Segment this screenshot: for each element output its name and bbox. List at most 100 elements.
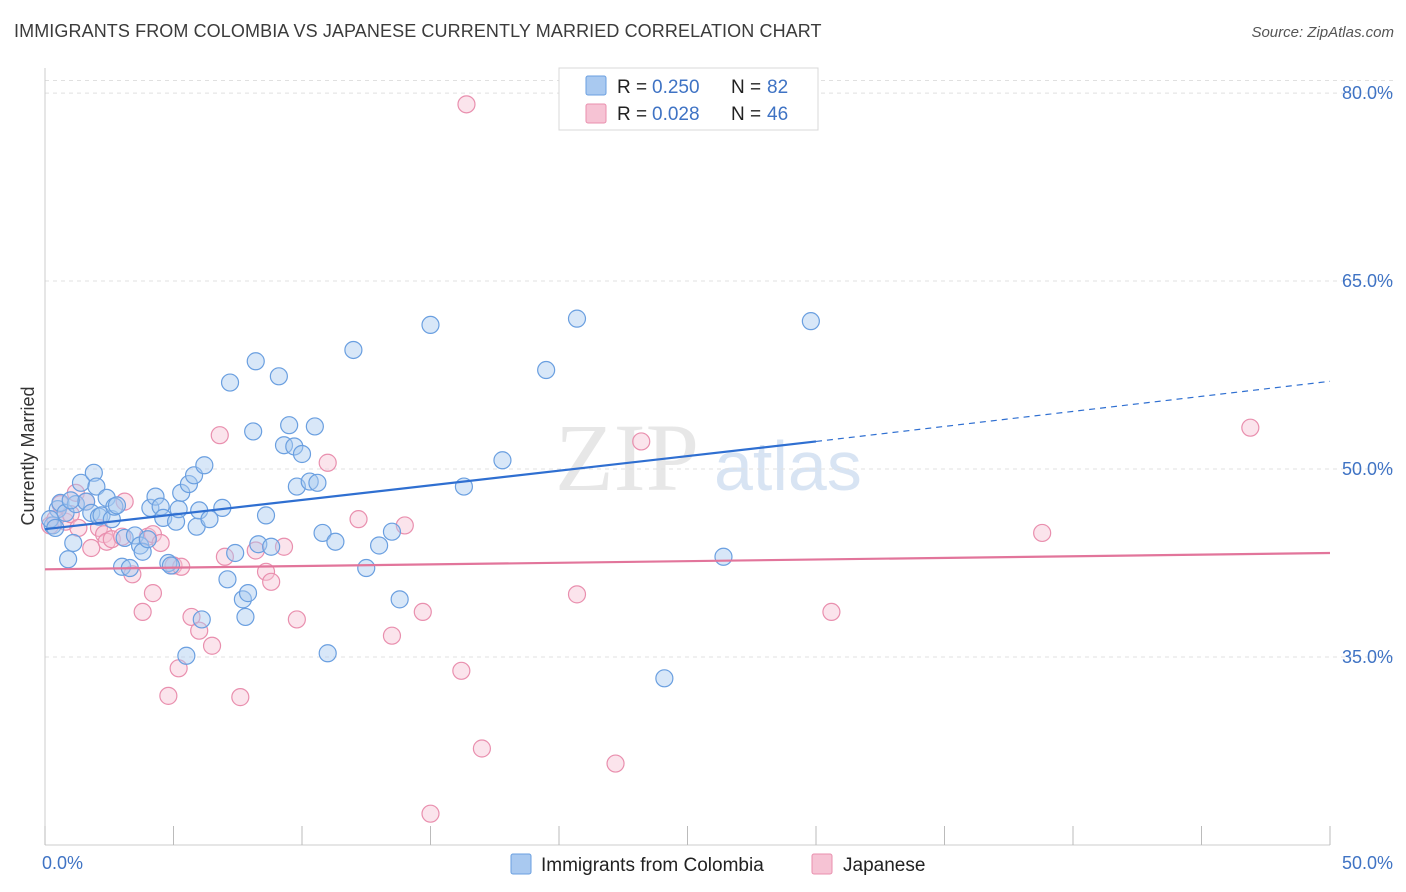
data-point-colombia <box>313 523 332 543</box>
legend-n-value-1: 82 <box>767 77 788 98</box>
data-point-colombia <box>370 536 389 555</box>
legend-n-value-2: 46 <box>767 104 788 125</box>
series-colombia <box>41 309 820 688</box>
trend-lines <box>44 380 1331 571</box>
gridlines <box>45 80 1393 658</box>
bottom-legend-label-colombia: Immigrants from Colombia <box>541 855 764 876</box>
data-point-japanese <box>349 510 368 529</box>
data-point-japanese <box>472 739 491 758</box>
data-point-colombia <box>280 416 299 435</box>
data-point-japanese <box>457 95 476 114</box>
data-point-japanese <box>318 453 337 472</box>
watermark: ZIP atlas <box>555 404 862 511</box>
data-point-colombia <box>238 584 258 603</box>
source-label: Source: ZipAtlas.com <box>1251 24 1394 41</box>
data-point-japanese <box>287 610 306 629</box>
legend-r-value-1: 0.250 <box>652 77 700 98</box>
data-point-colombia <box>192 610 211 629</box>
data-point-colombia <box>714 547 733 566</box>
data-point-japanese <box>274 537 294 556</box>
x-tick-labels: 0.0% 50.0% <box>42 853 1393 873</box>
data-point-colombia <box>269 367 288 386</box>
data-point-japanese <box>632 432 651 451</box>
data-point-colombia <box>300 472 319 491</box>
data-point-japanese <box>382 626 402 645</box>
data-point-japanese <box>567 585 587 604</box>
data-point-japanese <box>262 572 281 591</box>
data-point-colombia <box>218 570 237 589</box>
data-point-colombia <box>390 590 409 609</box>
data-point-japanese <box>452 661 471 680</box>
y-tick-label: 35.0% <box>1342 647 1393 667</box>
y-axis-label: Currently Married <box>18 386 38 525</box>
data-point-japanese <box>231 688 250 707</box>
data-point-japanese <box>413 602 432 622</box>
data-point-colombia <box>92 506 111 525</box>
data-point-colombia <box>195 456 214 475</box>
legend-r-label-1: R = <box>617 77 647 98</box>
data-point-japanese <box>1241 418 1260 437</box>
data-point-colombia <box>244 422 263 441</box>
trend-line-colombia <box>44 440 817 531</box>
data-point-japanese <box>159 686 178 705</box>
data-point-colombia <box>220 373 240 392</box>
y-tick-labels: 35.0% 50.0% 65.0% 80.0% <box>1342 83 1393 667</box>
data-point-colombia <box>567 309 587 328</box>
data-point-colombia <box>138 530 157 549</box>
data-point-colombia <box>179 474 199 494</box>
data-point-colombia <box>246 352 265 371</box>
data-point-colombia <box>77 492 96 511</box>
data-point-japanese <box>822 602 841 622</box>
data-point-colombia <box>161 556 181 575</box>
data-point-japanese <box>606 754 625 773</box>
data-point-colombia <box>382 522 402 541</box>
legend-r-value-2: 0.028 <box>652 104 700 125</box>
data-point-colombia <box>256 506 276 525</box>
data-point-colombia <box>493 451 512 470</box>
chart-title: IMMIGRANTS FROM COLOMBIA VS JAPANESE CUR… <box>14 21 822 41</box>
data-point-japanese <box>421 804 440 823</box>
data-point-japanese <box>210 426 229 445</box>
data-point-colombia <box>421 315 440 335</box>
data-point-colombia <box>655 669 674 688</box>
data-point-colombia <box>308 473 327 492</box>
data-point-japanese <box>215 547 234 566</box>
data-point-colombia <box>61 491 80 510</box>
bottom-legend-swatch-colombia <box>510 853 532 875</box>
y-tick-label: 65.0% <box>1342 271 1393 291</box>
data-point-japanese <box>202 636 222 655</box>
trend-line-japanese <box>44 551 1331 571</box>
axes <box>44 68 1331 846</box>
x-tick-label: 50.0% <box>1342 853 1393 873</box>
data-point-colombia <box>344 340 363 360</box>
data-point-japanese <box>1033 523 1052 543</box>
trend-line-colombia-extension <box>815 380 1331 443</box>
watermark-atlas: atlas <box>714 427 862 505</box>
data-point-colombia <box>107 496 127 515</box>
legend-n-label-1: N = <box>731 77 761 98</box>
data-point-colombia <box>177 646 196 665</box>
data-point-colombia <box>262 537 281 556</box>
data-point-japanese <box>143 584 163 603</box>
data-point-colombia <box>285 437 304 456</box>
data-point-colombia <box>226 543 245 563</box>
correlation-legend: R = 0.250 N = 82 R = 0.028 N = 46 <box>558 67 819 131</box>
data-point-colombia <box>59 550 78 569</box>
legend-n-label-2: N = <box>731 104 761 125</box>
y-tick-label: 50.0% <box>1342 459 1393 479</box>
data-point-colombia <box>71 473 91 492</box>
data-point-colombia <box>87 477 106 496</box>
data-point-japanese <box>133 602 152 622</box>
data-point-colombia <box>318 644 337 663</box>
legend-r-label-2: R = <box>617 104 647 125</box>
data-point-colombia <box>537 360 556 380</box>
data-point-colombia <box>84 463 103 482</box>
y-tick-label: 80.0% <box>1342 83 1393 103</box>
legend-swatch-colombia <box>585 75 607 96</box>
legend-swatch-japanese <box>585 103 607 124</box>
data-point-japanese <box>82 538 101 558</box>
bottom-legend-label-japanese: Japanese <box>843 855 925 876</box>
data-point-colombia <box>801 312 820 331</box>
data-point-colombia <box>292 444 312 464</box>
